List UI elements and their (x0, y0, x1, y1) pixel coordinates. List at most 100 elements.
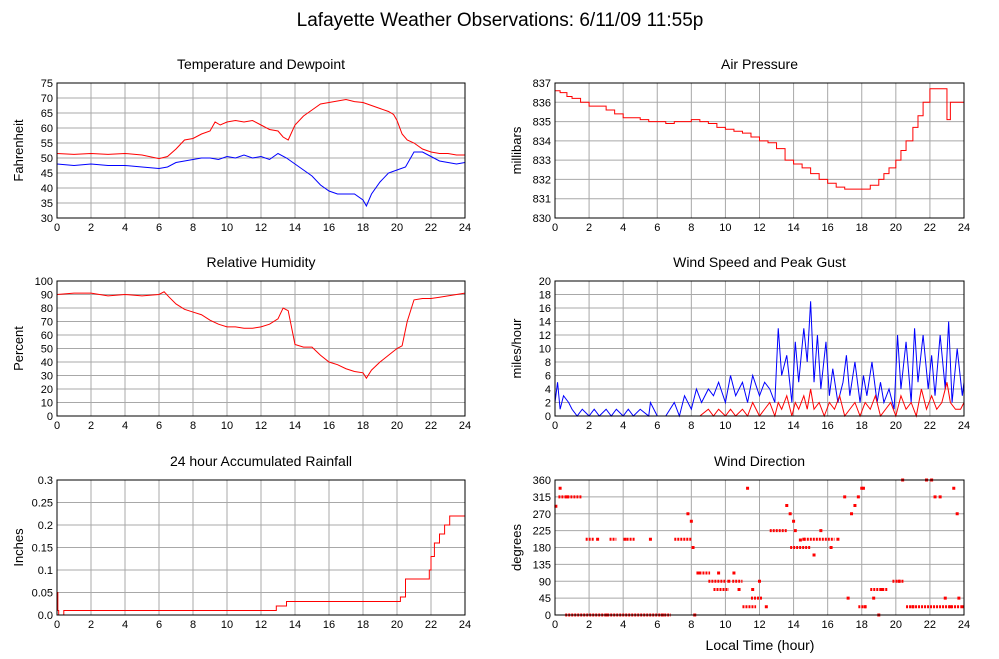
x-tick-label: 10 (719, 222, 731, 234)
x-tick-label: 2 (586, 222, 592, 234)
direction-point (788, 512, 792, 516)
x-tick-label: 14 (787, 222, 799, 234)
x-tick-label: 8 (688, 420, 694, 432)
y-tick-label: 30 (41, 213, 53, 225)
x-tick-label: 0 (552, 420, 558, 432)
x-tick-label: 0 (552, 619, 558, 631)
x-tick-label: 2 (586, 420, 592, 432)
y-tick-label: 75 (41, 78, 53, 90)
x-tick-label: 20 (391, 420, 403, 432)
plot-frame (56, 479, 466, 616)
y-tick-label: 270 (533, 509, 551, 521)
y-tick-label: 55 (41, 138, 53, 150)
direction-point (696, 571, 700, 575)
chart-title: Air Pressure (721, 56, 798, 72)
x-tick-label: 24 (958, 619, 970, 631)
y-axis-label: Fahrenheit (11, 119, 26, 182)
x-tick-label: 16 (822, 222, 834, 234)
y-axis-label: miles/hour (509, 318, 524, 379)
y-tick-label: 315 (533, 492, 551, 504)
x-tick-label: 12 (753, 222, 765, 234)
x-tick-label: 10 (221, 222, 233, 234)
direction-point (764, 605, 768, 609)
y-tick-label: 12 (539, 330, 551, 342)
y-tick-label: 0.25 (32, 498, 53, 510)
series-line-0 (56, 291, 466, 380)
direction-point (686, 512, 690, 516)
series-line-1 (56, 151, 466, 208)
direction-point (856, 495, 860, 499)
x-tick-label: 16 (323, 420, 335, 432)
y-tick-label: 65 (41, 108, 53, 120)
plot-frame (554, 82, 965, 219)
y-tick-label: 90 (41, 290, 53, 302)
y-tick-label: 70 (41, 317, 53, 329)
chart-title: Wind Direction (714, 453, 805, 469)
x-tick-label: 12 (255, 619, 267, 631)
y-tick-label: 70 (41, 93, 53, 105)
y-tick-label: 0 (545, 610, 551, 622)
y-tick-label: 10 (539, 344, 551, 356)
direction-point (819, 529, 823, 533)
y-tick-label: 830 (533, 213, 551, 225)
shared-xaxis-label: Local Time (hour) (706, 637, 815, 653)
x-tick-label: 6 (654, 619, 660, 631)
x-tick-label: 8 (688, 222, 694, 234)
x-tick-label: 2 (88, 420, 94, 432)
y-tick-label: 40 (41, 357, 53, 369)
y-tick-label: 90 (539, 576, 551, 588)
x-tick-label: 8 (190, 619, 196, 631)
x-tick-label: 24 (958, 222, 970, 234)
x-tick-label: 6 (156, 420, 162, 432)
direction-point (793, 529, 797, 533)
direction-point (863, 605, 867, 609)
x-tick-label: 20 (391, 222, 403, 234)
y-tick-label: 60 (41, 330, 53, 342)
direction-point (746, 486, 750, 490)
series-line-1 (555, 382, 965, 418)
direction-point (850, 512, 854, 516)
direction-point (897, 579, 901, 583)
x-tick-label: 16 (822, 619, 834, 631)
y-tick-label: 45 (539, 593, 551, 605)
x-tick-label: 0 (552, 222, 558, 234)
y-tick-label: 20 (539, 276, 551, 288)
direction-point (689, 519, 693, 523)
direction-point (751, 588, 755, 591)
x-tick-label: 18 (357, 619, 369, 631)
y-tick-label: 14 (539, 317, 551, 329)
x-tick-label: 0 (54, 420, 60, 432)
x-tick-label: 2 (88, 222, 94, 234)
direction-point (943, 596, 947, 600)
direction-point (812, 553, 816, 557)
series-line-0 (554, 301, 965, 418)
x-tick-label: 18 (357, 420, 369, 432)
x-tick-label: 8 (190, 420, 196, 432)
x-tick-label: 24 (459, 222, 471, 234)
x-tick-label: 6 (156, 222, 162, 234)
y-tick-label: 40 (41, 183, 53, 195)
y-tick-label: 832 (533, 174, 551, 186)
x-tick-label: 4 (122, 619, 128, 631)
direction-point (960, 605, 964, 609)
x-tick-label: 20 (890, 222, 902, 234)
y-tick-label: 4 (545, 384, 551, 396)
x-tick-label: 4 (620, 619, 626, 631)
y-tick-label: 0.15 (32, 543, 53, 555)
direction-point (938, 495, 942, 499)
direction-point (829, 546, 833, 549)
x-tick-label: 22 (425, 420, 437, 432)
x-tick-label: 12 (753, 420, 765, 432)
x-tick-label: 16 (323, 222, 335, 234)
x-tick-label: 12 (255, 222, 267, 234)
direction-point (554, 504, 558, 508)
y-tick-label: 60 (41, 123, 53, 135)
direction-point (861, 486, 865, 490)
direction-point (732, 571, 736, 575)
chart-title: Wind Speed and Peak Gust (673, 254, 846, 270)
x-tick-label: 4 (620, 420, 626, 432)
